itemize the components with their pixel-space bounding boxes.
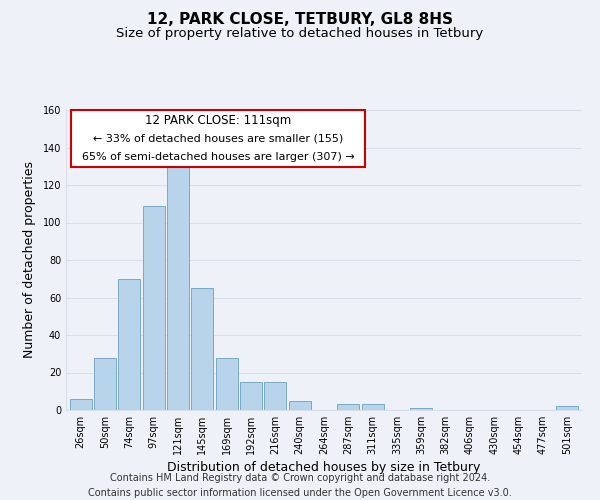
- Bar: [362, 404, 383, 410]
- Bar: [143, 206, 164, 410]
- Text: ← 33% of detached houses are smaller (155): ← 33% of detached houses are smaller (15…: [93, 134, 343, 143]
- Bar: [556, 406, 578, 410]
- Text: 12 PARK CLOSE: 111sqm: 12 PARK CLOSE: 111sqm: [145, 114, 292, 127]
- Text: Size of property relative to detached houses in Tetbury: Size of property relative to detached ho…: [116, 28, 484, 40]
- Bar: [215, 358, 238, 410]
- Bar: [167, 166, 189, 410]
- Bar: [337, 404, 359, 410]
- X-axis label: Distribution of detached houses by size in Tetbury: Distribution of detached houses by size …: [167, 461, 481, 474]
- Y-axis label: Number of detached properties: Number of detached properties: [23, 162, 35, 358]
- FancyBboxPatch shape: [71, 110, 365, 167]
- Text: 65% of semi-detached houses are larger (307) →: 65% of semi-detached houses are larger (…: [82, 152, 355, 162]
- Bar: [191, 288, 213, 410]
- Bar: [118, 279, 140, 410]
- Bar: [410, 408, 433, 410]
- Text: Contains HM Land Registry data © Crown copyright and database right 2024.
Contai: Contains HM Land Registry data © Crown c…: [88, 472, 512, 498]
- Bar: [265, 382, 286, 410]
- Bar: [94, 358, 116, 410]
- Bar: [289, 400, 311, 410]
- Bar: [240, 382, 262, 410]
- Text: 12, PARK CLOSE, TETBURY, GL8 8HS: 12, PARK CLOSE, TETBURY, GL8 8HS: [147, 12, 453, 28]
- Bar: [70, 399, 92, 410]
